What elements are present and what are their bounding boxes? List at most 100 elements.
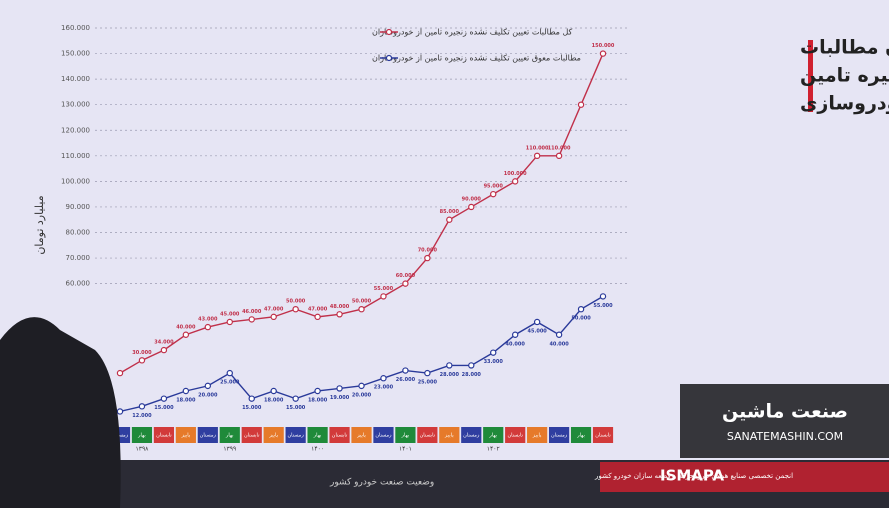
legend-label: مطالبات معوق تعیین تکلیف نشده زنجیره تام… (372, 54, 581, 63)
data-point (555, 331, 563, 338)
data-point (577, 101, 585, 108)
category-box (373, 427, 394, 443)
data-point (204, 323, 212, 331)
x-tick-label: زمستان (112, 433, 129, 439)
value-label: 28.000 (462, 372, 482, 378)
speaker-silhouette (0, 317, 121, 508)
value-label: 43.000 (198, 317, 218, 323)
value-label: 47.000 (308, 306, 328, 312)
value-label: 26.000 (396, 377, 416, 383)
y-tick-label: 140.000 (61, 75, 90, 83)
value-label: 50.000 (571, 316, 591, 322)
x-tick-label: تابستان (595, 433, 611, 439)
category-box (461, 427, 482, 443)
x-tick-label: پاییز (268, 433, 278, 439)
value-label: 55.000 (374, 286, 394, 292)
value-label: 23.000 (374, 385, 394, 391)
x-tick-label: بهار (488, 433, 497, 439)
value-label: 28.000 (440, 372, 460, 378)
value-label: 95.000 (484, 184, 504, 190)
data-point (446, 362, 453, 369)
data-point (402, 280, 409, 287)
category-box (351, 427, 372, 443)
x-tick-label: پاییز (181, 433, 191, 439)
x-tick-label: پاییز (444, 433, 454, 439)
data-point (468, 203, 475, 211)
data-point (599, 50, 607, 57)
data-point (226, 369, 233, 377)
value-label: 110.000 (526, 145, 549, 151)
value-label: 19.000 (330, 395, 350, 401)
x-tick-label: بهار (576, 433, 585, 439)
value-label: 70.000 (418, 248, 438, 254)
category-box (219, 427, 240, 443)
year-label: ۱۴۰۰ (311, 446, 324, 453)
data-point (292, 395, 299, 402)
title: میزان مطالبات زنجیره تامین خودروسازی (800, 37, 889, 115)
data-point (226, 318, 233, 326)
category-box (175, 427, 196, 443)
x-tick-label: زمستان (375, 433, 392, 439)
data-point (182, 331, 190, 338)
value-label: 18.000 (308, 397, 328, 403)
x-tick-label: تابستان (244, 433, 260, 439)
data-point (468, 362, 475, 369)
value-label: 45.000 (220, 311, 240, 317)
y-tick-label: 90.000 (66, 203, 91, 211)
category-box (395, 427, 416, 443)
data-point (490, 349, 497, 356)
value-label: 45.000 (527, 328, 547, 334)
value-label: 85.000 (440, 209, 460, 215)
y-tick-label: 130.000 (61, 101, 90, 109)
data-point (511, 331, 519, 338)
category-box (241, 427, 262, 443)
year-label: ۱۳۹۹ (223, 446, 236, 453)
value-label: 40.000 (176, 324, 196, 330)
value-label: 46.000 (242, 309, 262, 315)
legend-marker (385, 54, 393, 62)
watermark-url: SANATEMASHIN.COM (727, 430, 843, 443)
data-point (138, 357, 146, 364)
legend-label: کل مطالبات تعیین تکلیف نشده زنجیره تامین… (372, 28, 573, 37)
data-point (314, 387, 321, 395)
data-point (336, 311, 343, 318)
y-tick-label: 160.000 (61, 24, 90, 32)
data-point (160, 346, 168, 354)
category-box (570, 427, 592, 443)
y-tick-label: 70.000 (66, 254, 91, 262)
data-point (182, 387, 190, 395)
x-tick-label: تابستان (507, 433, 523, 439)
footer-caption: وضعیت صنعت خودرو کشور (329, 478, 434, 488)
x-tick-label: بهار (137, 433, 146, 439)
data-point (555, 152, 563, 160)
category-box (197, 427, 218, 443)
data-point (446, 216, 453, 223)
x-tick-label: زمستان (200, 433, 217, 439)
data-point (402, 367, 409, 374)
year-label: ۱۳۹۸ (136, 446, 150, 453)
value-label: 55.000 (593, 303, 613, 309)
data-point (160, 395, 168, 402)
data-point (533, 318, 541, 326)
y-tick-label: 110.000 (61, 152, 90, 160)
value-label: 33.000 (484, 359, 504, 365)
value-label: 150.000 (592, 43, 615, 49)
value-label: 15.000 (286, 405, 306, 411)
value-label: 20.000 (198, 392, 218, 398)
x-tick-label: بهار (313, 433, 322, 439)
slide (0, 0, 889, 460)
category-box (527, 427, 548, 443)
value-label: 40.000 (506, 341, 526, 347)
x-tick-label: زمستان (463, 433, 480, 439)
value-label: 25.000 (220, 380, 240, 386)
category-box (505, 427, 526, 443)
footer-association: انجمن تخصصی صنایع همگن نیرومحرکه و قطعه … (594, 471, 793, 480)
title-line: میزان مطالبات (800, 37, 889, 59)
y-tick-label: 120.000 (61, 126, 90, 134)
data-point (490, 190, 497, 198)
category-box (417, 427, 438, 443)
value-label: 30.000 (132, 350, 152, 356)
x-tick-label: تابستان (332, 433, 348, 439)
category-box (153, 427, 175, 443)
data-point (336, 385, 343, 392)
